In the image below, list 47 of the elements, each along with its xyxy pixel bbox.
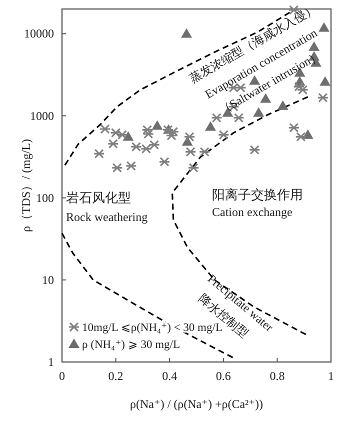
annotation: 阳离子交换作用 xyxy=(212,187,303,202)
point xyxy=(141,124,154,135)
point xyxy=(218,130,230,140)
point xyxy=(168,126,180,136)
x-tick: 1 xyxy=(328,369,334,383)
point xyxy=(288,122,300,133)
annotation: 岩石风化型 xyxy=(66,190,131,205)
y-tick: 100 xyxy=(36,190,54,205)
point xyxy=(317,92,329,103)
point xyxy=(125,161,137,171)
point xyxy=(253,107,264,117)
point xyxy=(320,76,331,86)
point xyxy=(302,129,314,139)
x-tick: 0.2 xyxy=(108,369,124,383)
annotation: Cation exchange xyxy=(212,205,292,219)
point xyxy=(184,132,196,142)
point xyxy=(107,138,119,149)
point xyxy=(277,100,288,110)
y-tick: 1000 xyxy=(30,108,54,123)
y-tick: 10 xyxy=(42,272,54,287)
point xyxy=(142,129,154,139)
point xyxy=(204,121,216,131)
point xyxy=(210,112,222,123)
point xyxy=(248,145,260,155)
y-label: ρ（TDS）/ (mg/L) xyxy=(19,139,33,232)
y-tick: 10000 xyxy=(24,26,54,41)
point xyxy=(295,132,307,142)
point xyxy=(158,156,170,167)
y-tick: 1 xyxy=(48,355,54,369)
point xyxy=(232,112,245,123)
point xyxy=(93,148,105,159)
point xyxy=(188,163,200,173)
point xyxy=(111,163,123,173)
point xyxy=(152,120,163,130)
point xyxy=(184,147,196,157)
point xyxy=(166,130,178,140)
x-tick: 0.8 xyxy=(270,369,285,383)
point xyxy=(198,147,210,157)
point xyxy=(296,85,309,95)
x-tick: 0 xyxy=(59,369,65,383)
x-tick: 0.4 xyxy=(162,369,178,383)
annotation: Rock weathering xyxy=(66,210,148,224)
point xyxy=(148,140,160,150)
point xyxy=(181,28,192,38)
x-label: ρ(Na⁺) / (ρ(Na⁺) +ρ(Ca²⁺)) xyxy=(130,397,263,411)
point xyxy=(318,22,330,32)
x-tick: 0.6 xyxy=(216,369,231,383)
